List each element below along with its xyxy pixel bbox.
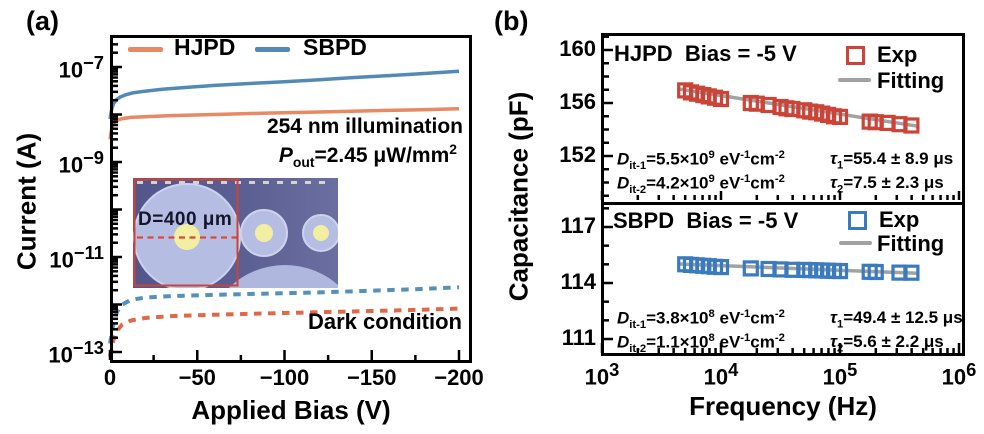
hjpd-subplot-title: HJPD Bias = -5 V: [614, 41, 797, 66]
device-contact-mid: [255, 224, 273, 242]
tick-label: 117: [560, 213, 597, 238]
diameter-label: D=400 μm: [138, 209, 233, 230]
tick-label: 103: [584, 359, 620, 390]
hjpd-exp-legend-label: Exp: [877, 42, 918, 67]
tick-label: −50: [178, 365, 216, 390]
exp-data-square: [831, 108, 849, 126]
exp-data-square: [903, 264, 920, 281]
tick-label: 160: [559, 36, 596, 61]
tick-label: 105: [822, 359, 858, 390]
tick-label: −200: [434, 365, 484, 390]
hjpd-dit2-tau2-annotation: Dit-2=4.2×109 eV-1cm-2 τ2=7.5 ± 2.3 μs: [617, 173, 944, 196]
hjpd-dit1-text: Dit-1=5.5×109 eV-1cm-2: [617, 149, 785, 173]
sbpd-fit-legend-line: [839, 241, 872, 245]
hjpd-fit-legend-label: Fitting: [877, 68, 945, 93]
hjpd-dit1-tau1-annotation: Dit-1=5.5×109 eV-1cm-2 τ1=55.4 ± 8.9 μs: [617, 149, 953, 172]
hjpd-fit-legend-line: [838, 78, 871, 82]
sbpd-legend-line: [255, 47, 290, 52]
tick-label: 0: [103, 365, 117, 390]
hjpd-legend-line: [128, 47, 163, 52]
highlight-red-box: [133, 178, 239, 287]
exp-data-square: [742, 260, 759, 277]
tick-label: 10−11: [49, 242, 104, 273]
sbpd-dit1-tau1-annotation: Dit-1=3.8×108 eV-1cm-2 τ1=49.4 ± 12.5 μs: [617, 308, 963, 331]
sbpd-fit-legend-label: Fitting: [877, 231, 945, 256]
hjpd-exp-legend-square: [846, 46, 865, 65]
panel-b-label: (b): [494, 6, 529, 36]
device-contact-small: [313, 225, 329, 241]
sbpd-dit1-text: Dit-1=3.8×108 eV-1cm-2: [617, 308, 785, 332]
exp-data-square: [831, 263, 849, 280]
tick-label: 152: [559, 142, 596, 167]
exp-data-square: [867, 263, 884, 281]
hjpd-legend-label: HJPD: [174, 34, 236, 60]
exp-data-square: [903, 117, 920, 134]
panel-a-xlabel: Applied Bias (V): [191, 395, 391, 425]
tick-label: 10−13: [48, 337, 104, 368]
series-hjpd-dark: [108, 306, 460, 358]
panel-b-ylabel: Capacitance (pF): [503, 91, 534, 302]
panel-a-label: (a): [26, 6, 59, 36]
sbpd-legend-label: SBPD: [303, 34, 367, 60]
exp-data-square: [712, 90, 730, 108]
panel-b-divider: [604, 201, 962, 205]
hjpd-tau1-text: τ1=55.4 ± 8.9 μs: [830, 149, 954, 172]
sbpd-exp-legend-square: [848, 211, 867, 230]
panel-a-frame: [110, 35, 472, 363]
sbpd-dit2-tau2-annotation: Dit-2=1.1×108 eV-1cm-2 τ2=5.6 ± 2.2 μs: [617, 332, 944, 355]
dark-condition-annotation: Dark condition: [307, 309, 462, 334]
tick-label: 106: [941, 359, 977, 390]
tick-label: −100: [259, 365, 310, 390]
hjpd-dit2-text: Dit-2=4.2×109 eV-1cm-2: [617, 173, 785, 197]
panel-a-ylabel: Current (A): [11, 132, 42, 271]
tick-label: 111: [561, 325, 596, 351]
exp-data-square: [712, 259, 730, 276]
tick-label: 114: [560, 269, 597, 294]
tick-label: −150: [346, 365, 397, 390]
sbpd-subplot-title: SBPD Bias = -5 V: [613, 208, 799, 233]
tick-label: 104: [703, 359, 739, 390]
power-annotation: Pout=2.45 μW/mm2: [278, 141, 457, 171]
sbpd-exp-legend-label: Exp: [879, 207, 920, 232]
sbpd-dit2-text: Dit-2=1.1×108 eV-1cm-2: [617, 332, 785, 356]
hjpd-tau2-text: τ2=7.5 ± 2.3 μs: [830, 173, 944, 196]
panel-b-xlabel: Frequency (Hz): [689, 391, 877, 421]
tick-label: 10−9: [58, 147, 104, 178]
sbpd-tau1-text: τ1=49.4 ± 12.5 μs: [830, 308, 963, 331]
illumination-annotation: 254 nm illumination: [266, 115, 463, 138]
device-contact-large: [174, 224, 200, 250]
tick-label: 156: [559, 89, 596, 114]
sbpd-tau2-text: τ2=5.6 ± 2.2 μs: [830, 332, 944, 355]
panel-b-frame: [601, 33, 965, 356]
tick-label: 10−7: [58, 52, 104, 83]
